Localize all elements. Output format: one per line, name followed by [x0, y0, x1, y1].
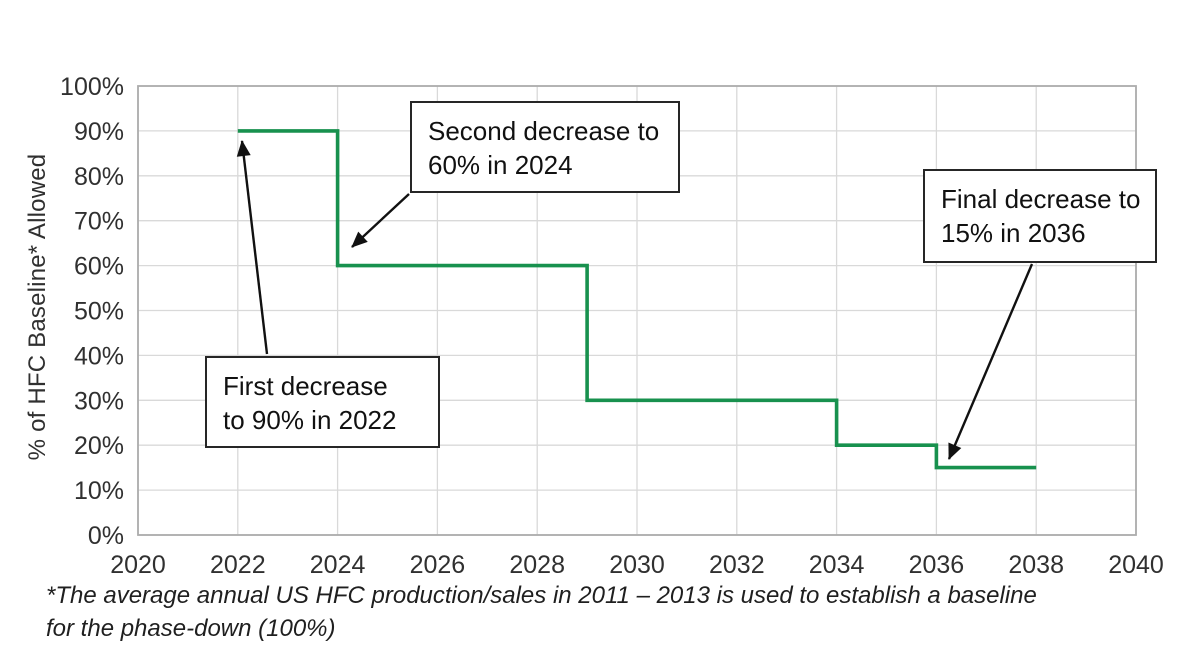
annotation-arrow-final-decrease	[947, 263, 1034, 460]
footnote: *The average annual US HFC production/sa…	[46, 579, 1037, 645]
annotation-text-line: 15% in 2036	[941, 218, 1086, 248]
annotation-arrow-second-decrease	[351, 193, 410, 248]
x-tick-label: 2028	[509, 551, 565, 579]
annotation-second-decrease: Second decrease to 60% in 2024	[410, 101, 680, 193]
y-tick-label: 80%	[74, 163, 124, 191]
x-tick-label: 2020	[110, 551, 166, 579]
y-tick-label: 20%	[74, 432, 124, 460]
x-tick-label: 2024	[310, 551, 366, 579]
x-tick-label: 2032	[709, 551, 765, 579]
phase-down-step-line	[237, 129, 1037, 470]
y-tick-label: 30%	[74, 387, 124, 415]
annotation-text-line: 60% in 2024	[428, 150, 573, 180]
y-tick-label: 0%	[88, 522, 124, 550]
x-tick-label: 2034	[809, 551, 865, 579]
annotation-first-decrease: First decrease to 90% in 2022	[205, 356, 440, 448]
x-tick-label: 2038	[1008, 551, 1064, 579]
y-tick-label: 50%	[74, 298, 124, 326]
y-tick-label: 40%	[74, 342, 124, 370]
y-tick-label: 100%	[60, 73, 124, 101]
footnote-line-2: for the phase-down (100%)	[46, 615, 336, 642]
x-tick-label: 2040	[1108, 551, 1164, 579]
annotation-text-line: Second decrease to	[428, 116, 660, 146]
footnote-line-1: *The average annual US HFC production/sa…	[46, 582, 1037, 609]
y-tick-label: 60%	[74, 253, 124, 281]
annotation-text-line: First decrease	[223, 371, 388, 401]
y-tick-label: 90%	[74, 118, 124, 146]
y-axis-title: % of HFC Baseline* Allowed	[24, 153, 51, 461]
x-tick-label: 2022	[210, 551, 266, 579]
annotation-text-line: Final decrease to	[941, 184, 1141, 214]
annotation-text-line: to 90% in 2022	[223, 405, 397, 435]
x-tick-label: 2036	[909, 551, 965, 579]
annotation-arrow-first-decrease	[236, 140, 269, 355]
x-tick-label: 2026	[410, 551, 466, 579]
annotation-final-decrease: Final decrease to 15% in 2036	[923, 169, 1157, 263]
y-tick-label: 10%	[74, 477, 124, 505]
plot-border	[137, 85, 1137, 536]
y-tick-label: 70%	[74, 208, 124, 236]
x-tick-label: 2030	[609, 551, 665, 579]
